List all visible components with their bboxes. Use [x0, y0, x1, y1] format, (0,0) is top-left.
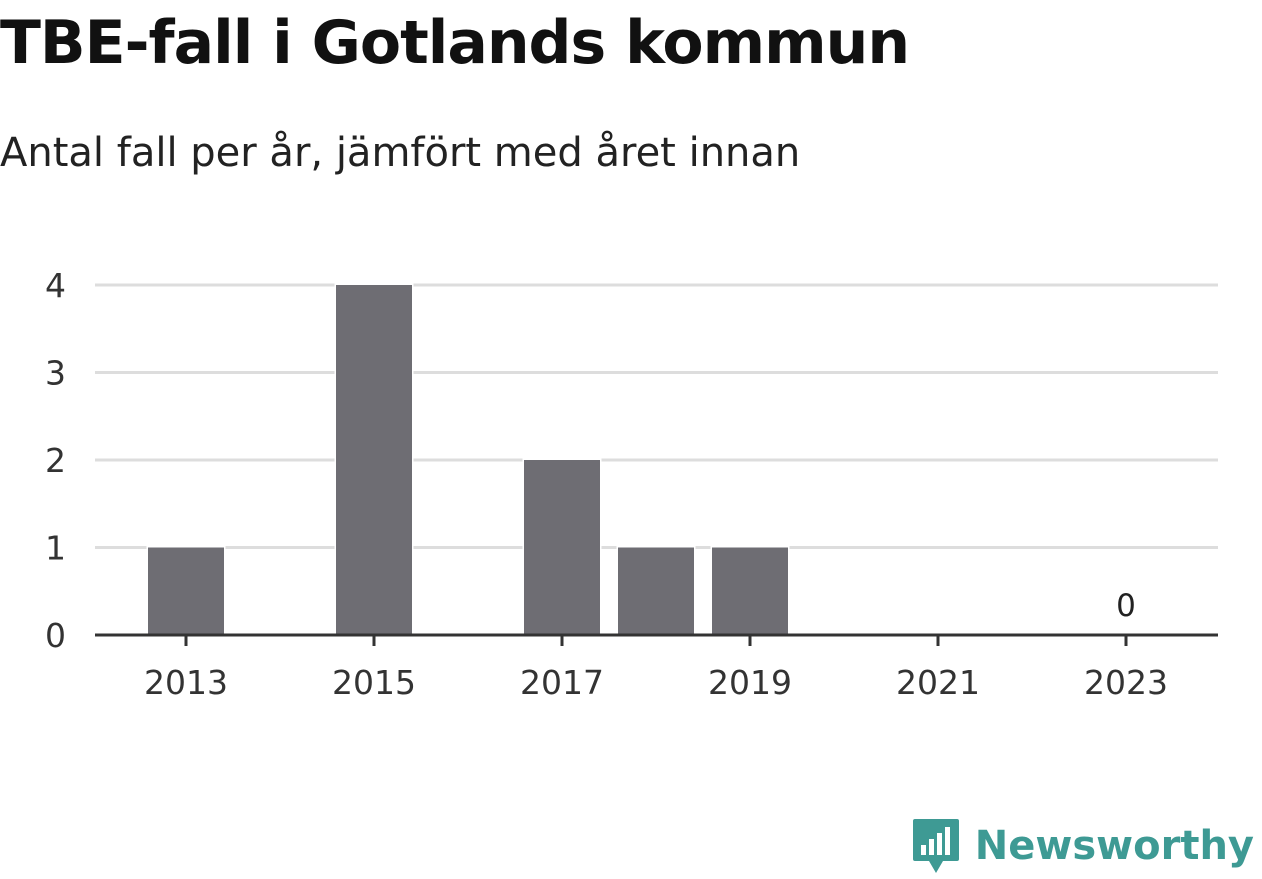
- chart-subtitle: Antal fall per år, jämfört med året inna…: [0, 130, 801, 176]
- bar-2019: [710, 546, 790, 637]
- x-tick-label-2023: 2023: [1084, 663, 1168, 702]
- brand-name: Newsworthy: [974, 823, 1254, 869]
- y-tick-label-2: 2: [45, 441, 66, 480]
- bar-2018: [616, 546, 696, 637]
- axes: [95, 633, 1218, 646]
- y-tick-label-0: 0: [45, 616, 66, 655]
- y-tick-label-3: 3: [45, 354, 66, 393]
- gridlines: [95, 283, 1218, 549]
- newsworthy-logo-icon: [912, 819, 959, 873]
- data-label-2023: 0: [1116, 588, 1136, 624]
- bar-2017: [522, 458, 602, 637]
- x-tick-label-2013: 2013: [144, 663, 228, 702]
- brand-logo: Newsworthy: [911, 817, 1254, 875]
- x-tick-label-2015: 2015: [332, 663, 416, 702]
- x-tick-label-2019: 2019: [708, 663, 792, 702]
- y-tick-label-1: 1: [45, 529, 66, 568]
- x-tick-label-2021: 2021: [896, 663, 980, 702]
- x-tick-label-2017: 2017: [520, 663, 604, 702]
- labels: 0 1 2 3 4 2013 2015 2017 2019 2021 2023 0: [45, 266, 1168, 702]
- bar-2013: [146, 546, 226, 637]
- y-tick-label-4: 4: [45, 266, 66, 305]
- bar-2015: [334, 283, 414, 637]
- chart-title: TBE-fall i Gotlands kommun: [0, 8, 910, 78]
